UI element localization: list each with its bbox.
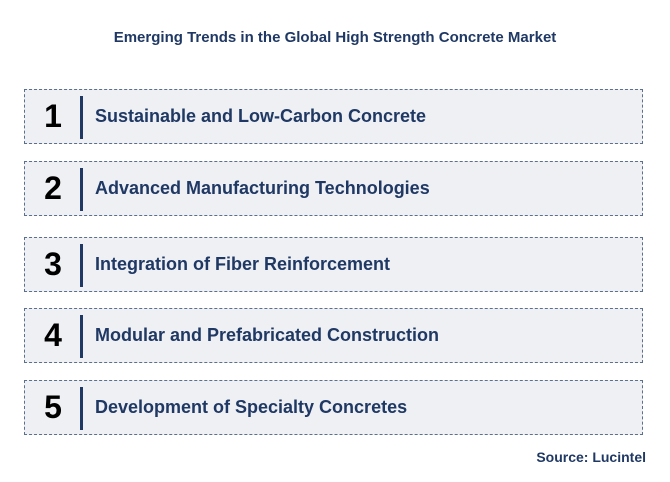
trend-divider [80, 168, 83, 211]
trend-item-3: 3 Integration of Fiber Reinforcement [24, 237, 643, 292]
trend-label: Modular and Prefabricated Construction [95, 325, 440, 345]
source-credit: Source: Lucintel [536, 449, 646, 465]
trend-label: Development of Specialty Concretes [95, 397, 408, 417]
trend-label: Sustainable and Low-Carbon Concrete [95, 106, 427, 126]
trend-item-5: 5 Development of Specialty Concretes [24, 380, 643, 435]
diagram-title: Emerging Trends in the Global High Stren… [113, 29, 557, 46]
trend-number: 2 [44, 170, 62, 206]
trend-divider [80, 244, 83, 287]
trend-number: 3 [44, 246, 62, 282]
trend-number: 5 [44, 389, 62, 425]
trend-label: Advanced Manufacturing Technologies [95, 178, 430, 198]
trend-divider [80, 387, 83, 430]
trend-number: 1 [44, 98, 62, 134]
trend-number: 4 [44, 317, 62, 353]
trend-item-1: 1 Sustainable and Low-Carbon Concrete [24, 89, 643, 144]
trend-item-4: 4 Modular and Prefabricated Construction [24, 308, 643, 363]
trend-item-2: 2 Advanced Manufacturing Technologies [24, 161, 643, 216]
trend-divider [80, 315, 83, 358]
trend-label: Integration of Fiber Reinforcement [95, 254, 391, 274]
trend-divider [80, 96, 83, 139]
